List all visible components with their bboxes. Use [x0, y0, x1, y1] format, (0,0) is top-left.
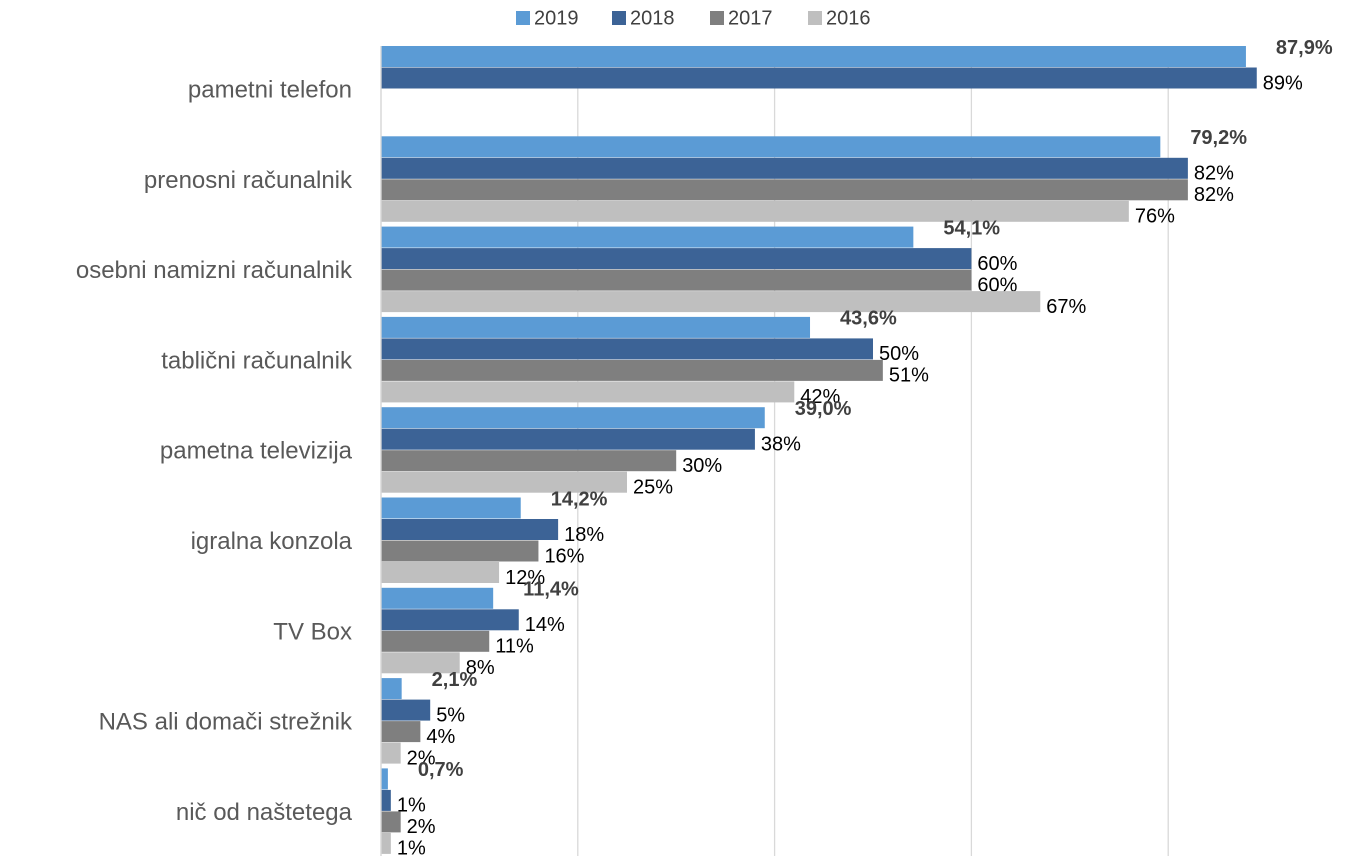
- bar: [381, 200, 1129, 222]
- value-label: 38%: [761, 433, 801, 455]
- bar: [381, 652, 460, 674]
- bar: [381, 721, 421, 743]
- category-label: tablični računalnik: [161, 347, 353, 374]
- category-label: nič od naštetega: [176, 799, 353, 826]
- value-label: 82%: [1194, 163, 1234, 185]
- bar: [381, 609, 519, 631]
- value-label: 8%: [466, 657, 495, 679]
- value-label: 16%: [544, 545, 584, 567]
- bar: [381, 497, 521, 519]
- value-label: 12%: [505, 567, 545, 589]
- category-label: igralna konzola: [191, 528, 353, 555]
- category-label: TV Box: [273, 618, 352, 645]
- value-label: 2,1%: [432, 669, 478, 691]
- value-label: 50%: [879, 343, 919, 365]
- bar: [381, 226, 914, 248]
- bar: [381, 450, 677, 472]
- value-label: 2%: [407, 747, 436, 769]
- bar: [381, 359, 883, 381]
- bar: [381, 789, 391, 811]
- legend-label: 2017: [728, 7, 773, 29]
- value-label: 18%: [564, 524, 604, 546]
- value-label: 0,7%: [418, 759, 464, 781]
- bar: [381, 768, 388, 790]
- value-label: 89%: [1263, 72, 1303, 94]
- bar: [381, 269, 972, 291]
- value-label: 11%: [495, 636, 534, 658]
- value-label: 76%: [1135, 206, 1175, 228]
- bar: [381, 291, 1041, 313]
- value-label: 11,4%: [523, 579, 579, 601]
- category-label: prenosni računalnik: [144, 167, 353, 194]
- legend-swatch: [710, 11, 724, 25]
- value-label: 5%: [436, 704, 465, 726]
- legend-label: 2019: [534, 7, 579, 29]
- bar: [381, 157, 1188, 179]
- bar: [381, 699, 431, 721]
- bar: [381, 67, 1257, 89]
- category-label: pametni telefon: [188, 76, 352, 103]
- category-label: NAS ali domači strežnik: [99, 709, 353, 736]
- category-label: osebni namizni računalnik: [76, 257, 353, 284]
- bar: [381, 428, 755, 450]
- bar: [381, 562, 500, 583]
- bar: [381, 338, 873, 360]
- bar: [381, 136, 1161, 158]
- bar: [381, 471, 627, 493]
- value-label: 4%: [426, 726, 455, 748]
- category-label: pametna televizija: [160, 438, 353, 465]
- value-label: 30%: [682, 455, 722, 477]
- value-label: 25%: [633, 476, 673, 498]
- value-label: 1%: [397, 838, 426, 856]
- legend-swatch: [516, 11, 530, 25]
- value-label: 82%: [1194, 184, 1234, 206]
- bar: [381, 46, 1246, 67]
- value-label: 54,1%: [943, 217, 1000, 239]
- bar: [381, 179, 1188, 201]
- value-label: 2%: [407, 816, 436, 838]
- bar: [381, 316, 811, 338]
- value-label: 51%: [889, 365, 929, 387]
- bar: [381, 407, 765, 429]
- value-label: 87,9%: [1276, 37, 1333, 59]
- value-label: 39,0%: [795, 398, 852, 420]
- bar: [381, 381, 795, 403]
- bar: [381, 742, 401, 764]
- value-label: 67%: [1046, 296, 1086, 318]
- bar: [381, 519, 559, 540]
- legend-label: 2016: [826, 7, 871, 29]
- bar: [381, 540, 539, 562]
- value-label: 60%: [977, 253, 1017, 275]
- value-label: 42%: [800, 386, 840, 408]
- bar: [381, 811, 401, 833]
- value-label: 14%: [525, 614, 565, 636]
- legend-label: 2018: [630, 7, 675, 29]
- bar: [381, 630, 490, 652]
- value-label: 14,2%: [551, 488, 608, 510]
- legend-swatch: [612, 11, 626, 25]
- bar: [381, 587, 494, 609]
- value-label: 43,6%: [840, 308, 897, 330]
- bar: [381, 248, 972, 270]
- value-label: 60%: [977, 274, 1017, 296]
- bar: [381, 832, 391, 854]
- value-label: 1%: [397, 795, 426, 817]
- value-label: 79,2%: [1190, 127, 1247, 149]
- legend-swatch: [808, 11, 822, 25]
- bar: [381, 678, 402, 700]
